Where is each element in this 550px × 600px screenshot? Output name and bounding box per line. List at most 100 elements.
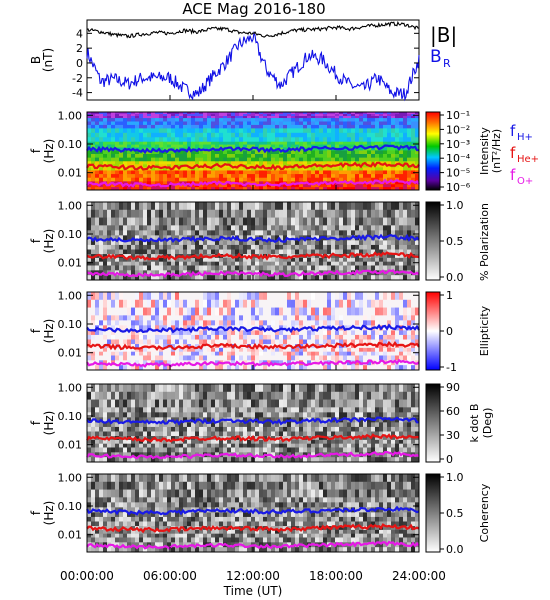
- spectrogram-cell: [115, 116, 120, 119]
- spectrogram-cell: [135, 235, 140, 241]
- spectrogram-cell: [327, 116, 332, 119]
- spectrogram-cell: [399, 177, 404, 182]
- spectrogram-cell: [87, 128, 92, 134]
- spectrogram-cell: [415, 217, 420, 226]
- spectrogram-cell: [199, 202, 204, 211]
- spectrogram-cell: [219, 112, 224, 115]
- spectrogram-cell: [271, 121, 276, 126]
- spectrogram-cell: [339, 177, 344, 182]
- spectrogram-cell: [359, 132, 364, 138]
- spectrogram-cell: [163, 177, 168, 182]
- spectrogram-cell: [215, 154, 220, 158]
- spectrogram-cell: [335, 330, 340, 336]
- spectrogram-cell: [179, 116, 184, 119]
- spectrogram-cell: [403, 202, 408, 211]
- spectrogram-cell: [311, 181, 316, 185]
- spectrogram-cell: [183, 181, 188, 185]
- spectrogram-cell: [307, 124, 312, 129]
- spectrogram-cell: [179, 154, 184, 158]
- spectrogram-cell: [135, 128, 140, 134]
- spectrogram-cell: [399, 184, 404, 188]
- spectrogram-cell: [391, 334, 396, 340]
- spectrogram-cell: [255, 128, 260, 134]
- spectrogram-cell: [127, 447, 132, 453]
- spectrogram-cell: [231, 144, 236, 148]
- spectrogram-cell: [319, 240, 324, 246]
- spectrogram-cell: [395, 141, 400, 145]
- spectrogram-cell: [183, 261, 188, 266]
- spectrogram-cell: [315, 137, 320, 143]
- spectrogram-cell: [187, 399, 192, 408]
- spectrogram-cell: [151, 112, 156, 115]
- spectrogram-cell: [403, 116, 408, 119]
- spectrogram-cell: [299, 257, 304, 262]
- spectrogram-cell: [219, 249, 224, 255]
- spectrogram-cell: [251, 270, 256, 276]
- spectrogram-cell: [283, 161, 288, 165]
- spectrogram-cell: [411, 355, 416, 361]
- spectrogram-cell: [175, 209, 180, 218]
- spectrogram-cell: [343, 167, 348, 171]
- spectrogram-cell: [203, 141, 208, 145]
- spectrogram-cell: [151, 154, 156, 158]
- spectrogram-cell: [195, 181, 200, 185]
- spectrogram-cell: [107, 124, 112, 129]
- spectrogram-cell: [255, 112, 260, 115]
- spectrogram-cell: [87, 161, 92, 165]
- spectrogram-cell: [155, 447, 160, 453]
- spectrogram-cell: [295, 202, 300, 211]
- spectrogram-cell: [199, 275, 204, 281]
- spectrogram-cell: [303, 116, 308, 119]
- spectrogram-cell: [203, 187, 208, 191]
- spectrogram-cell: [215, 292, 220, 301]
- spectrogram-cell: [159, 447, 164, 453]
- spectrogram-cell: [403, 347, 408, 352]
- spectrogram-cell: [399, 307, 404, 316]
- spectrogram-cell: [367, 307, 372, 316]
- spectrogram-cell: [199, 307, 204, 316]
- spectrogram-cell: [399, 240, 404, 246]
- spectrogram-cell: [255, 209, 260, 218]
- spectrogram-cell: [171, 202, 176, 211]
- y-tick-label: 0: [76, 57, 83, 70]
- spectrogram-cell: [303, 347, 308, 352]
- spectrogram-cell: [263, 235, 268, 241]
- spectrogram-cell: [99, 384, 104, 393]
- spectrogram-cell: [367, 187, 372, 191]
- spectrogram-cell: [151, 399, 156, 408]
- spectrogram-cell: [227, 275, 232, 281]
- spectrogram-cell: [187, 299, 192, 308]
- spectrogram-cell: [247, 161, 252, 165]
- spectrogram-cell: [195, 325, 200, 331]
- spectrogram-cell: [159, 351, 164, 356]
- spectrogram-cell: [363, 299, 368, 308]
- spectrogram-cell: [135, 187, 140, 191]
- spectrogram-cell: [99, 157, 104, 162]
- spectrogram-cell: [343, 265, 348, 271]
- spectrogram-cell: [151, 177, 156, 182]
- spectrogram-cell: [371, 275, 376, 281]
- spectrogram-cell: [99, 307, 104, 316]
- spectrogram-cell: [103, 347, 108, 352]
- spectrogram-cell: [323, 174, 328, 179]
- colorbar-label-line1: Intensity: [478, 127, 491, 175]
- spectrogram-cell: [371, 292, 376, 301]
- spectrogram-cell: [263, 320, 268, 326]
- spectrogram-cell: [87, 439, 92, 444]
- spectrogram-cell: [259, 157, 264, 162]
- spectrogram-cell: [303, 184, 308, 188]
- spectrogram-cell: [375, 261, 380, 266]
- spectrogram-cell: [147, 161, 152, 165]
- spectrogram-cell: [371, 217, 376, 226]
- spectrogram-cell: [303, 365, 308, 371]
- spectrogram-cell: [403, 132, 408, 138]
- spectrogram-cell: [383, 132, 388, 138]
- spectrogram-cell: [323, 161, 328, 165]
- spectrogram-cell: [415, 347, 420, 352]
- spectrogram-cell: [223, 187, 228, 191]
- spectrogram-cell: [391, 330, 396, 336]
- spectrogram-cell: [91, 154, 96, 158]
- spectrogram-cell: [135, 407, 140, 413]
- spectrogram-cell: [239, 114, 244, 117]
- spectrogram-cell: [123, 124, 128, 129]
